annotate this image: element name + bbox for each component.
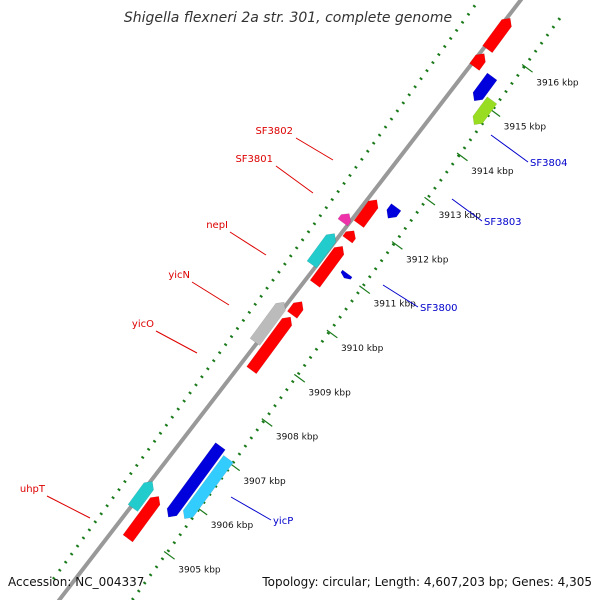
reverse-gene-arrow bbox=[472, 96, 498, 125]
tick-label: 3908 kbp bbox=[276, 433, 319, 443]
gene-label: yicN bbox=[168, 270, 190, 281]
callout-line bbox=[155, 330, 198, 354]
tick-mark bbox=[391, 241, 403, 250]
forward-gene-arrow bbox=[127, 481, 154, 512]
tick-label: 3913 kbp bbox=[439, 211, 482, 221]
tick-mark bbox=[163, 551, 175, 560]
reverse-gene-arrow bbox=[340, 269, 353, 280]
callout-line bbox=[46, 495, 91, 519]
reverse-gene-arrow bbox=[166, 442, 226, 518]
forward-gene-arrow bbox=[286, 301, 304, 319]
callout-line bbox=[229, 231, 267, 256]
gene-features bbox=[122, 17, 512, 543]
forward-gene-arrow bbox=[306, 233, 337, 269]
gene-label: yicP bbox=[273, 516, 293, 527]
tick-mark bbox=[261, 418, 273, 427]
gene-label: nepI bbox=[206, 220, 228, 231]
genome-backbone bbox=[56, 0, 524, 600]
tick-label: 3905 kbp bbox=[178, 565, 221, 575]
gene-label: uhpT bbox=[20, 484, 46, 495]
tick-mark bbox=[359, 285, 371, 295]
tick-label: 3910 kbp bbox=[341, 344, 384, 354]
callout-line bbox=[191, 281, 230, 306]
gene-label: SF3804 bbox=[530, 158, 568, 169]
forward-gene-arrow bbox=[249, 301, 286, 346]
forward-gene-arrow bbox=[482, 17, 512, 54]
tick-label: 3911 kbp bbox=[373, 300, 416, 310]
map-title: Shigella flexneri 2a str. 301, complete … bbox=[124, 10, 452, 26]
topology-text: Topology: circular; Length: 4,607,203 bp… bbox=[261, 575, 592, 589]
callout-line bbox=[382, 284, 419, 308]
tick-mark bbox=[424, 196, 436, 206]
tick-mark bbox=[521, 64, 533, 73]
reverse-gene-arrow bbox=[386, 203, 402, 219]
tick-mark bbox=[456, 152, 468, 162]
gene-callouts: SF3802 SF3801 nepI yicN yicO uhpT SF3804 SF3803… bbox=[20, 126, 568, 527]
tick-label: 3915 kbp bbox=[504, 123, 547, 133]
tick-label: 3906 kbp bbox=[211, 521, 254, 531]
callout-line bbox=[490, 134, 529, 163]
gene-label: yicO bbox=[132, 319, 154, 330]
forward-gene-arrow bbox=[246, 316, 293, 375]
tick-mark bbox=[326, 329, 338, 339]
tick-mark bbox=[293, 373, 306, 383]
accession-text: Accession: NC_004337 bbox=[8, 575, 144, 589]
tick-label: 3916 kbp bbox=[536, 78, 579, 88]
forward-gene-arrow bbox=[469, 53, 486, 71]
gene-label: SF3801 bbox=[235, 154, 273, 165]
tick-label: 3909 kbp bbox=[308, 388, 351, 398]
forward-gene-arrow bbox=[337, 213, 352, 227]
forward-gene-arrow bbox=[309, 245, 345, 288]
gene-label: SF3803 bbox=[484, 217, 522, 228]
gene-label: SF3802 bbox=[255, 126, 293, 137]
reverse-gene-arrow bbox=[472, 72, 498, 102]
forward-gene-arrow bbox=[122, 496, 161, 543]
callout-line bbox=[275, 165, 314, 194]
tick-label: 3907 kbp bbox=[243, 477, 286, 487]
tick-marks: 3905 kbp 3906 kbp 3907 kbp 3908 kbp 3909 kbp… bbox=[163, 64, 579, 575]
forward-gene-arrow bbox=[342, 230, 356, 244]
reverse-gene-arrow bbox=[182, 455, 234, 520]
callout-line bbox=[451, 198, 483, 222]
callout-line bbox=[295, 137, 334, 161]
gene-label: SF3800 bbox=[420, 303, 458, 314]
callout-line bbox=[230, 496, 272, 521]
tick-label: 3914 kbp bbox=[471, 167, 514, 177]
forward-gene-arrow bbox=[353, 199, 379, 228]
tick-label: 3912 kbp bbox=[406, 255, 449, 265]
dot-line-outer bbox=[52, 0, 481, 580]
dot-line-inner bbox=[130, 12, 565, 600]
